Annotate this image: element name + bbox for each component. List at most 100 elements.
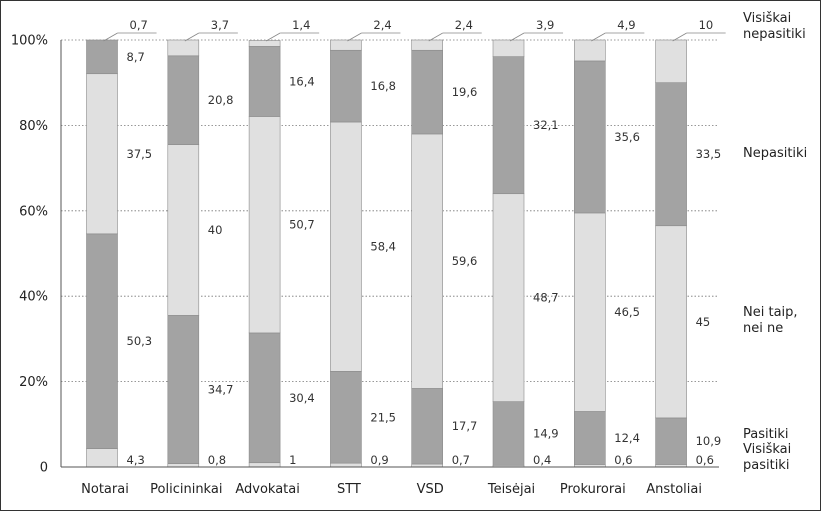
labels-layer: 4,3 50,3 37,5 8,7 0,7 0,8 34,7 40 20,8 3,7 1 30,4 50… [103,18,726,467]
data-label: 20,8 [208,93,234,107]
data-label: 2,4 [373,18,391,32]
x-tick-label: Teisėjai [487,482,535,497]
bar-segment [330,371,362,464]
legend-entry: Nei taip, nei ne [743,305,798,336]
data-label: 8,7 [127,50,145,64]
bar-segment [86,233,118,449]
data-label: 1,4 [292,18,310,32]
data-label: 0,8 [208,453,226,467]
leader-line [347,32,362,42]
y-tick-label: 100% [11,34,48,49]
leader-line [103,32,118,42]
data-label: 50,3 [127,334,153,348]
data-label: 10 [699,18,714,32]
bar-segment [167,315,200,464]
bar-segment [86,448,118,468]
bar-segment [655,417,687,465]
bar-segment [492,401,525,466]
data-label: 34,7 [208,382,234,396]
bar-segment [330,462,362,468]
bar-segment [411,39,444,51]
leader-line [428,32,443,42]
y-tick-label: 20% [19,375,48,390]
data-label: 0,6 [614,453,632,467]
data-label: 3,9 [536,18,554,32]
data-label: 2,4 [455,18,473,32]
x-tick-label: STT [337,482,361,497]
bar-segment [492,39,525,57]
bar-segment [655,82,687,227]
data-label: 3,7 [211,18,229,32]
bar-segment [86,73,118,235]
bar-segment [573,39,606,62]
data-label: 17,7 [452,419,478,433]
data-label: 46,5 [614,305,640,319]
x-tick-label: Advokatai [235,482,300,497]
bar-segment [573,60,606,214]
axis-layer: 0 20% 40% 60% 80% 100% Notarai Policininkai Advo… [11,34,719,497]
data-label: 0,7 [130,18,148,32]
y-tick-label: 40% [19,290,48,305]
bar-segment [248,40,281,47]
x-tick-label: Anstoliai [646,482,702,497]
bar-segment [411,133,444,389]
bar-segment [86,39,118,75]
data-label: 14,9 [533,426,559,440]
data-label: 40 [208,223,223,237]
bar-segment [167,463,200,468]
x-tick-label: Prokurorai [560,482,626,497]
bar-segment [248,46,281,117]
data-label: 1 [289,453,296,467]
legend-entry: Visiškai nepasitiki [743,11,806,42]
data-label: 30,4 [289,391,315,405]
leader-line [184,32,200,42]
bar-segment [573,212,606,412]
bar-segment [167,144,200,316]
data-label: 58,4 [370,240,396,254]
leader-line [672,32,687,42]
bar-segment [248,332,281,464]
bar-segment [167,39,200,57]
data-label: 4,3 [127,453,145,467]
bar-segment [655,225,687,419]
x-tick-label: VSD [417,482,444,497]
data-label: 0,9 [370,453,388,467]
data-label: 35,6 [614,130,640,144]
data-label: 33,5 [696,147,722,161]
leader-line [509,32,525,42]
data-label: 0,4 [533,453,551,467]
data-label: 21,5 [370,410,396,424]
data-label: 32,1 [533,118,559,132]
data-label: 4,9 [617,18,635,32]
data-label: 12,4 [614,431,640,445]
data-label: 48,7 [533,291,559,305]
y-tick-label: 60% [19,204,48,219]
bar-segment [330,49,362,123]
y-tick-label: 80% [19,119,48,134]
bar-segment [573,411,606,465]
bars-layer [86,39,687,468]
data-label: 0,6 [696,453,714,467]
bar-segment [330,39,362,51]
x-tick-label: Policininkai [150,482,222,497]
data-label: 16,8 [370,79,396,93]
bar-segment [330,121,362,372]
leader-line [265,32,281,42]
data-label: 59,6 [452,254,478,268]
x-tick-label: Notarai [81,482,129,497]
bar-segment [492,193,525,402]
data-label: 45 [696,315,711,329]
bar-segment [167,55,200,145]
data-label: 37,5 [127,147,153,161]
data-label: 50,7 [289,218,315,232]
bar-segment [411,49,444,135]
y-tick-label: 0 [40,461,48,476]
bar-segment [248,462,281,468]
data-label: 19,6 [452,85,478,99]
bar-segment [411,388,444,465]
bar-segment [655,39,687,84]
bar-segment [248,116,281,334]
